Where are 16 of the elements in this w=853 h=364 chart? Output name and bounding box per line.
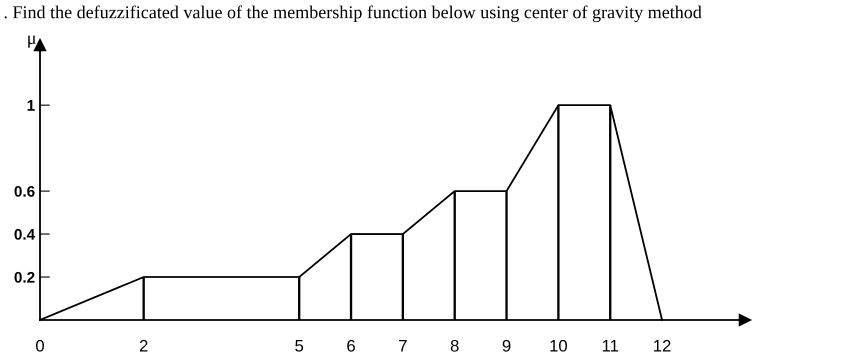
chart-title: . Find the defuzzificated value of the membership function below using center of gravity method [4, 5, 702, 22]
x-tick-label: 2 [140, 340, 148, 352]
x-tick-label: 12 [654, 340, 670, 352]
x-tick-label: 9 [502, 340, 510, 352]
x-tick-label: 0 [36, 340, 44, 352]
y-tick-label: 1 [28, 100, 35, 111]
x-tick-label: 8 [450, 340, 459, 352]
x-tick-label: 7 [399, 340, 407, 352]
x-tick-label: 5 [295, 340, 304, 352]
y-tick-label: 0.4 [14, 228, 36, 240]
y-tick-label: 0.2 [14, 272, 35, 283]
x-tick-label: 11 [602, 340, 618, 352]
x-tick-label: 6 [347, 340, 355, 352]
y-tick-label: 0.6 [14, 186, 35, 197]
y-axis-title: μ [28, 36, 36, 48]
x-tick-label: 10 [550, 340, 567, 352]
